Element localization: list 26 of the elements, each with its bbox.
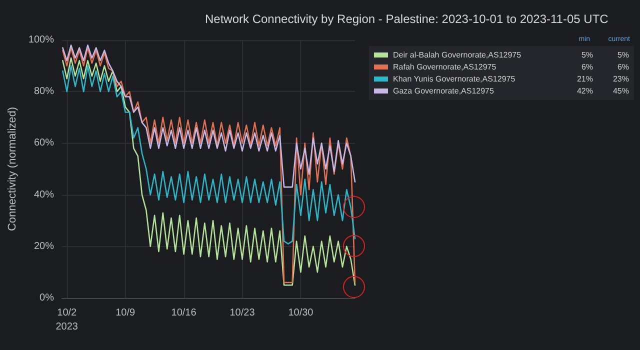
text: Network Connectivity by Region - Palestine: 2023-10-01 to 2023-11-05 UTC xyxy=(205,12,609,26)
x-tick-label: 10/23 xyxy=(230,308,256,318)
y-tick-label: 100% xyxy=(28,34,54,46)
text: 6% xyxy=(581,62,593,72)
y-axis-title: Connectivity (normalized) xyxy=(6,106,18,232)
line-series xyxy=(62,44,356,188)
legend-label: Gaza Governorate,AS12975 xyxy=(393,86,495,96)
text: 45% xyxy=(612,86,629,96)
x-tick-label: 10/30 xyxy=(288,308,314,318)
text: 5% xyxy=(617,50,629,60)
y-tick-label: 40% xyxy=(34,189,54,200)
y-tick-label: 80% xyxy=(34,86,54,98)
y-tick-label: 0% xyxy=(40,292,54,304)
y-tick-label: 60% xyxy=(34,138,54,149)
x-tick-label: 10/9 xyxy=(116,308,136,318)
x-tick-label: 10/16 xyxy=(171,308,197,318)
text: 42% xyxy=(576,86,593,96)
text: 21% xyxy=(576,74,593,84)
text: 5% xyxy=(581,50,593,60)
legend-label: Rafah Governorate,AS12975 xyxy=(393,62,497,72)
x-tick-label: 10/2 2023 xyxy=(56,308,78,332)
legend-label: Khan Yunis Governorate,AS12975 xyxy=(393,74,516,84)
legend-label: Deir al-Balah Governorate,AS12975 xyxy=(393,50,522,60)
text: 23% xyxy=(612,74,629,84)
text: 6% xyxy=(617,62,629,72)
y-tick-label: 20% xyxy=(34,240,54,252)
